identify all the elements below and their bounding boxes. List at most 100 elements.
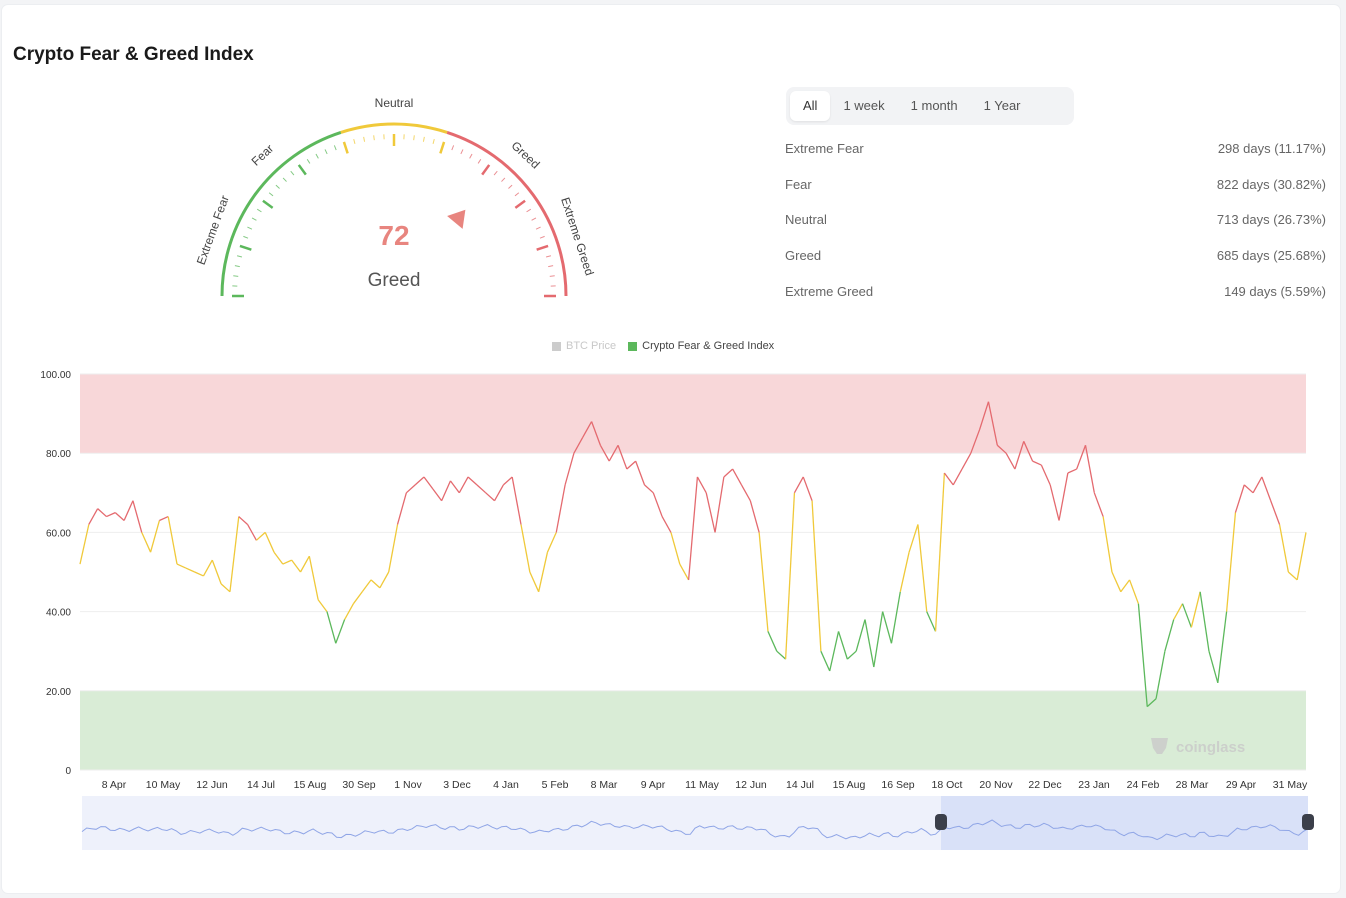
index-line-segment bbox=[546, 532, 557, 553]
index-line-segment bbox=[952, 468, 963, 486]
chart-zone bbox=[80, 374, 1306, 454]
index-line-segment bbox=[1261, 476, 1272, 501]
index-line-segment bbox=[211, 559, 222, 585]
index-line-segment bbox=[502, 476, 513, 486]
index-line-segment bbox=[1023, 441, 1034, 462]
range-handle[interactable] bbox=[935, 814, 947, 830]
x-tick-label: 3 Dec bbox=[443, 779, 470, 791]
index-line-segment bbox=[1102, 516, 1113, 573]
index-line-segment bbox=[414, 476, 425, 486]
index-line-segment bbox=[388, 524, 399, 573]
tab-1-year[interactable]: 1 Year bbox=[983, 98, 1021, 113]
gauge-tick bbox=[297, 164, 307, 176]
gauge-pointer bbox=[447, 209, 466, 229]
stat-label: Extreme Greed bbox=[785, 283, 874, 299]
index-line-segment bbox=[88, 508, 99, 525]
index-line-segment bbox=[344, 603, 354, 620]
x-tick-label: 5 Feb bbox=[542, 779, 569, 791]
index-line-segment bbox=[926, 611, 937, 632]
gauge-arc-segment bbox=[220, 130, 342, 297]
gauge-tick bbox=[256, 208, 262, 213]
stat-value: 298 days (11.17%) bbox=[1217, 141, 1326, 156]
range-handle[interactable] bbox=[1302, 814, 1314, 830]
index-line-segment bbox=[1084, 445, 1095, 493]
stat-label: Greed bbox=[785, 248, 822, 264]
index-line-segment bbox=[934, 472, 946, 632]
gauge-tick bbox=[439, 141, 446, 154]
index-line-segment bbox=[899, 552, 910, 592]
index-line-segment bbox=[1111, 571, 1122, 593]
index-line-segment bbox=[1128, 579, 1140, 604]
tab-all[interactable]: All bbox=[790, 91, 831, 121]
legend-item-btc-price[interactable]: BTC Price bbox=[552, 340, 616, 352]
index-line-segment bbox=[238, 516, 249, 525]
gauge-tick bbox=[545, 255, 552, 258]
index-line-segment bbox=[308, 556, 319, 600]
gauge-tick bbox=[251, 217, 257, 221]
x-tick-label: 14 Jul bbox=[247, 779, 275, 791]
index-line-segment bbox=[970, 429, 981, 454]
x-tick-label: 16 Sep bbox=[881, 779, 914, 791]
tab-1-week[interactable]: 1 week bbox=[843, 98, 885, 113]
index-line-segment bbox=[114, 512, 125, 522]
gauge-tick bbox=[514, 199, 526, 209]
gauge-tick bbox=[477, 158, 482, 164]
gauge-tick bbox=[268, 192, 274, 197]
stat-value: 822 days (30.82%) bbox=[1216, 176, 1326, 192]
x-tick-label: 1 Nov bbox=[394, 779, 422, 791]
y-tick-label: 20.00 bbox=[46, 687, 71, 698]
index-line-segment bbox=[979, 401, 990, 430]
x-tick-label: 15 Aug bbox=[294, 779, 327, 791]
index-line-segment bbox=[1032, 460, 1042, 466]
gauge-tick bbox=[324, 149, 328, 155]
index-line-segment bbox=[749, 500, 760, 533]
gauge-tick bbox=[306, 158, 311, 164]
index-line-segment bbox=[1049, 484, 1060, 521]
stat-value: 713 days (26.73%) bbox=[1216, 212, 1326, 228]
stat-row-extreme-fear: Extreme Fear 298 days (11.17%) bbox=[785, 141, 1326, 177]
index-line-segment bbox=[335, 619, 346, 644]
range-selection[interactable] bbox=[941, 796, 1308, 850]
index-line-segment bbox=[379, 571, 390, 589]
index-line-segment bbox=[149, 520, 161, 553]
index-line-segment bbox=[194, 571, 204, 577]
index-line-segment bbox=[405, 484, 416, 494]
gauge-tick bbox=[247, 226, 253, 230]
gauge-arc-segment bbox=[446, 130, 568, 297]
gauge-label: Neutral bbox=[375, 96, 414, 110]
gauge-tick bbox=[531, 217, 537, 221]
index-line-segment bbox=[590, 421, 601, 446]
index-line-segment bbox=[361, 579, 372, 593]
index-line-segment bbox=[723, 468, 734, 478]
gauge-tick bbox=[548, 265, 554, 268]
index-line-segment bbox=[441, 480, 452, 501]
gauge-tick bbox=[451, 145, 455, 151]
x-tick-label: 12 Jun bbox=[196, 779, 228, 791]
index-line-segment bbox=[758, 532, 769, 632]
x-tick-label: 11 May bbox=[685, 779, 719, 791]
index-line-segment bbox=[1217, 611, 1228, 683]
index-line-segment bbox=[696, 476, 707, 494]
watermark: coinglass bbox=[1176, 739, 1245, 756]
index-line-segment bbox=[820, 650, 831, 672]
index-line-segment bbox=[1208, 651, 1219, 684]
index-line-segment bbox=[1067, 468, 1077, 474]
gauge-tick bbox=[481, 164, 491, 176]
index-line-segment bbox=[185, 567, 195, 573]
index-line-segment bbox=[767, 631, 778, 652]
index-line-segment bbox=[599, 444, 610, 462]
index-line-segment bbox=[1252, 476, 1263, 494]
tab-1-month[interactable]: 1 month bbox=[910, 98, 958, 113]
index-line-segment bbox=[370, 579, 381, 589]
index-line-segment bbox=[732, 468, 743, 486]
index-line-segment bbox=[996, 444, 1007, 454]
gauge-tick bbox=[508, 184, 513, 189]
index-line-segment bbox=[635, 460, 646, 486]
x-tick-label: 15 Aug bbox=[833, 779, 866, 791]
gauge-status: Greed bbox=[368, 270, 421, 291]
index-line-segment bbox=[908, 524, 919, 553]
legend-item-fear-greed[interactable]: Crypto Fear & Greed Index bbox=[628, 340, 774, 352]
x-tick-label: 14 Jul bbox=[786, 779, 814, 791]
index-line-segment bbox=[670, 532, 681, 565]
